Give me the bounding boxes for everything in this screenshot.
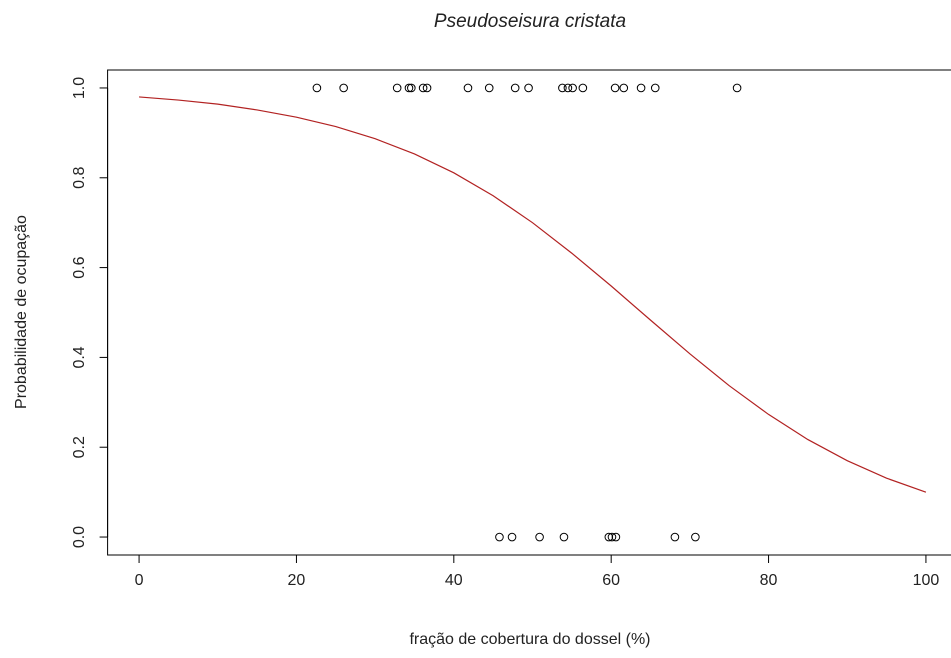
y-tick-label: 0.6 [71, 256, 88, 278]
x-tick-label: 80 [760, 572, 778, 589]
point [407, 83, 416, 93]
point [607, 532, 617, 542]
point [507, 532, 517, 542]
point [611, 532, 621, 542]
point [636, 83, 646, 93]
point [392, 83, 402, 93]
x-tick-label: 0 [135, 572, 144, 589]
fitted-curve [139, 96, 927, 493]
point [422, 83, 432, 93]
point [339, 83, 348, 93]
point [404, 83, 414, 93]
y-tick-label: 0.8 [71, 167, 88, 189]
point [558, 83, 567, 93]
point [619, 83, 629, 93]
point [463, 83, 473, 93]
y-axis-label: Probabilidade de ocupação [13, 215, 30, 409]
point [495, 532, 504, 542]
point [418, 83, 428, 93]
y-tick-label: 0.0 [71, 526, 88, 548]
x-axis-label: fração de cobertura do dossel (%) [409, 631, 650, 648]
x-tick-label: 100 [913, 572, 940, 589]
point [650, 83, 660, 93]
point [578, 83, 588, 93]
chart-title: Pseudoseisura cristata [434, 11, 626, 32]
y-tick-label: 0.4 [71, 346, 88, 368]
point [604, 532, 614, 542]
y-tick-label: 1.0 [71, 77, 88, 99]
point [563, 83, 573, 93]
point [535, 532, 544, 542]
point [510, 83, 520, 93]
point [559, 532, 569, 542]
point [484, 83, 494, 93]
point [610, 83, 620, 93]
x-tick-label: 60 [602, 572, 620, 589]
y-tick-label: 0.2 [71, 436, 88, 458]
x-tick-label: 40 [445, 572, 463, 589]
point [732, 83, 742, 93]
point [524, 83, 533, 93]
plot-box [107, 69, 951, 556]
point [691, 532, 700, 542]
point [312, 83, 322, 93]
x-tick-label: 20 [288, 572, 306, 589]
point [568, 83, 577, 93]
point [670, 532, 680, 542]
